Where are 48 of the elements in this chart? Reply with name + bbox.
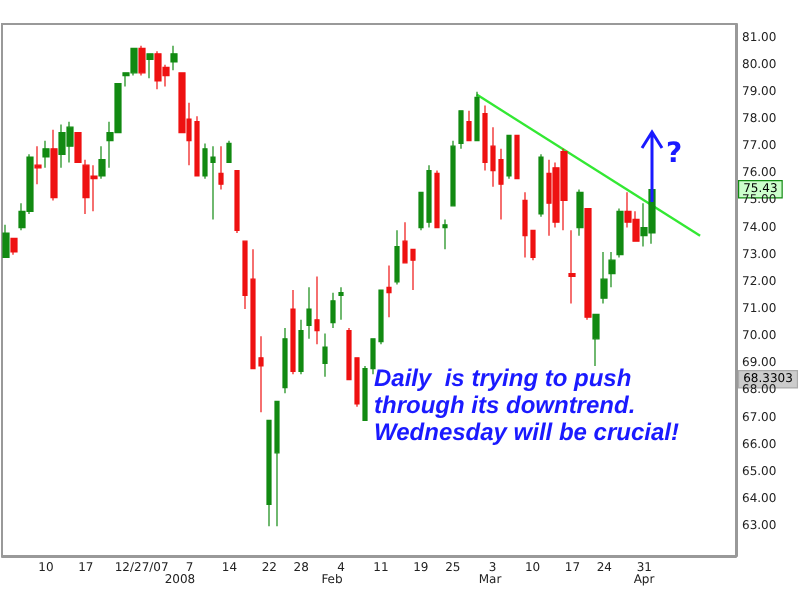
- candlestick: [514, 134, 520, 180]
- candlestick: [584, 207, 592, 321]
- candlestick: [34, 145, 42, 185]
- candlestick: [616, 207, 624, 259]
- candlestick: [330, 292, 336, 329]
- candlestick: [322, 332, 328, 378]
- candlestick: [450, 140, 456, 207]
- annotation: ?: [666, 138, 683, 170]
- candlestick: [314, 275, 320, 345]
- candlestick: [466, 110, 472, 142]
- candlestick: [50, 129, 58, 202]
- candlestick: [274, 400, 280, 527]
- candlestick: [138, 45, 146, 77]
- candlestick: [226, 140, 232, 164]
- candlestick: [42, 140, 50, 169]
- candlestick: [426, 164, 432, 229]
- candlestick: [458, 110, 464, 150]
- candlestick: [568, 229, 576, 305]
- candlestick: [170, 45, 178, 71]
- candlestick: [592, 313, 600, 367]
- candlestick: [442, 218, 448, 250]
- candlestick: [146, 53, 154, 79]
- candlestick: [394, 229, 400, 286]
- candlestick: [2, 224, 10, 259]
- candlestick: [538, 153, 544, 218]
- candlestick: [522, 191, 528, 259]
- candlestick: [90, 164, 98, 212]
- candlestick: [66, 121, 74, 164]
- candlestick: [474, 91, 480, 142]
- candlestick: [506, 134, 512, 180]
- candlestick: [218, 145, 224, 191]
- candlestick: [600, 251, 608, 305]
- candlestick: [386, 264, 392, 318]
- candlestick: [434, 169, 440, 229]
- candlestick: [546, 159, 552, 237]
- candlestick: [576, 188, 584, 237]
- annotation: Daily is trying to push through its downtrend. Wednesday will be crucial!: [374, 363, 679, 446]
- candlestick: [210, 145, 216, 221]
- candlestick: [306, 286, 312, 340]
- candlestick: [298, 319, 304, 375]
- candlestick: [154, 50, 162, 90]
- candlestick: [338, 286, 344, 321]
- candlestick: [234, 169, 240, 234]
- candlestick: [282, 327, 288, 394]
- candlestick: [10, 237, 18, 256]
- candlestick: [290, 289, 296, 375]
- candlestick: [560, 148, 568, 231]
- candlestick: [58, 123, 66, 169]
